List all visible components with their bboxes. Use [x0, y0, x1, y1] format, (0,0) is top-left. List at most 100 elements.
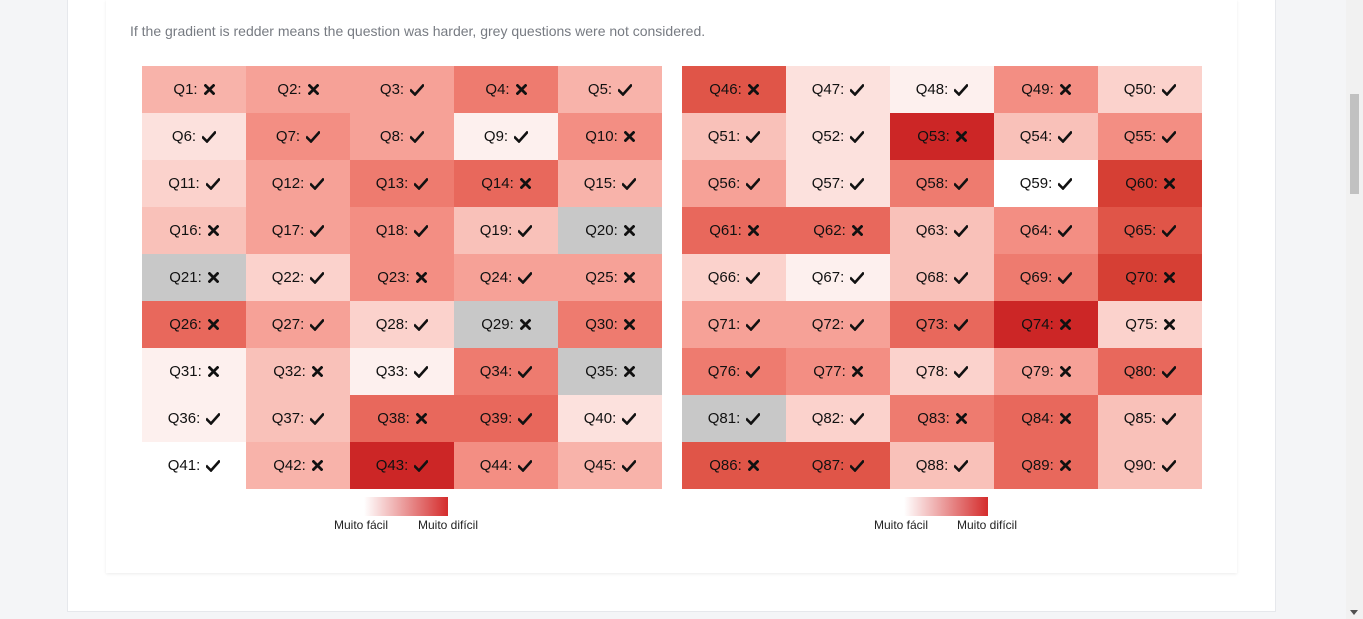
question-cell[interactable]: Q16: [142, 207, 246, 254]
question-cell[interactable]: Q70: [1098, 254, 1202, 301]
question-cell[interactable]: Q84: [994, 395, 1098, 442]
question-cell[interactable]: Q15: [558, 160, 662, 207]
question-cell[interactable]: Q27: [246, 301, 350, 348]
question-cell[interactable]: Q28: [350, 301, 454, 348]
question-cell[interactable]: Q61: [682, 207, 786, 254]
question-cell[interactable]: Q4: [454, 66, 558, 113]
question-cell[interactable]: Q75: [1098, 301, 1202, 348]
question-label: Q72: [811, 316, 845, 333]
question-cell[interactable]: Q1: [142, 66, 246, 113]
question-cell[interactable]: Q82: [786, 395, 890, 442]
question-cell[interactable]: Q32: [246, 348, 350, 395]
question-cell[interactable]: Q22: [246, 254, 350, 301]
question-cell[interactable]: Q86: [682, 442, 786, 489]
question-cell[interactable]: Q35: [558, 348, 662, 395]
question-cell[interactable]: Q81: [682, 395, 786, 442]
question-cell[interactable]: Q36: [142, 395, 246, 442]
question-cell[interactable]: Q2: [246, 66, 350, 113]
question-cell[interactable]: Q38: [350, 395, 454, 442]
question-cell[interactable]: Q34: [454, 348, 558, 395]
scroll-down-arrow-icon[interactable] [1350, 610, 1358, 615]
question-cell[interactable]: Q73: [890, 301, 994, 348]
question-cell[interactable]: Q64: [994, 207, 1098, 254]
question-cell[interactable]: Q85: [1098, 395, 1202, 442]
question-cell[interactable]: Q29: [454, 301, 558, 348]
question-cell[interactable]: Q74: [994, 301, 1098, 348]
question-cell[interactable]: Q57: [786, 160, 890, 207]
question-cell[interactable]: Q24: [454, 254, 558, 301]
check-icon [518, 224, 533, 237]
question-cell[interactable]: Q89: [994, 442, 1098, 489]
question-cell[interactable]: Q44: [454, 442, 558, 489]
cross-icon [311, 366, 323, 377]
question-cell[interactable]: Q71: [682, 301, 786, 348]
question-cell[interactable]: Q50: [1098, 66, 1202, 113]
question-cell[interactable]: Q66: [682, 254, 786, 301]
question-cell[interactable]: Q40: [558, 395, 662, 442]
question-cell[interactable]: Q43: [350, 442, 454, 489]
question-cell[interactable]: Q31: [142, 348, 246, 395]
question-cell[interactable]: Q26: [142, 301, 246, 348]
question-cell[interactable]: Q42: [246, 442, 350, 489]
question-cell[interactable]: Q62: [786, 207, 890, 254]
question-cell[interactable]: Q14: [454, 160, 558, 207]
question-cell[interactable]: Q59: [994, 160, 1098, 207]
question-cell[interactable]: Q54: [994, 113, 1098, 160]
question-cell[interactable]: Q6: [142, 113, 246, 160]
question-cell[interactable]: Q88: [890, 442, 994, 489]
scrollbar-thumb[interactable] [1350, 94, 1359, 194]
question-cell[interactable]: Q3: [350, 66, 454, 113]
question-cell[interactable]: Q90: [1098, 442, 1202, 489]
question-cell[interactable]: Q78: [890, 348, 994, 395]
question-cell[interactable]: Q12: [246, 160, 350, 207]
question-cell[interactable]: Q33: [350, 348, 454, 395]
question-cell[interactable]: Q60: [1098, 160, 1202, 207]
question-label: Q57: [811, 175, 845, 192]
question-cell[interactable]: Q39: [454, 395, 558, 442]
question-cell[interactable]: Q11: [142, 160, 246, 207]
question-cell[interactable]: Q46: [682, 66, 786, 113]
question-cell[interactable]: Q9: [454, 113, 558, 160]
question-cell[interactable]: Q55: [1098, 113, 1202, 160]
question-cell[interactable]: Q17: [246, 207, 350, 254]
question-cell[interactable]: Q68: [890, 254, 994, 301]
question-cell[interactable]: Q80: [1098, 348, 1202, 395]
question-cell[interactable]: Q41: [142, 442, 246, 489]
question-cell[interactable]: Q49: [994, 66, 1098, 113]
question-cell[interactable]: Q5: [558, 66, 662, 113]
question-cell[interactable]: Q37: [246, 395, 350, 442]
question-cell[interactable]: Q83: [890, 395, 994, 442]
question-cell[interactable]: Q13: [350, 160, 454, 207]
question-cell[interactable]: Q87: [786, 442, 890, 489]
question-cell[interactable]: Q77: [786, 348, 890, 395]
question-cell[interactable]: Q76: [682, 348, 786, 395]
vertical-scrollbar[interactable] [1346, 0, 1363, 619]
question-cell[interactable]: Q19: [454, 207, 558, 254]
question-cell[interactable]: Q69: [994, 254, 1098, 301]
question-cell[interactable]: Q51: [682, 113, 786, 160]
question-cell[interactable]: Q25: [558, 254, 662, 301]
question-cell[interactable]: Q30: [558, 301, 662, 348]
question-cell[interactable]: Q48: [890, 66, 994, 113]
question-cell[interactable]: Q23: [350, 254, 454, 301]
question-cell[interactable]: Q10: [558, 113, 662, 160]
question-label: Q77: [813, 363, 846, 380]
question-label: Q32: [273, 363, 306, 380]
question-cell[interactable]: Q67: [786, 254, 890, 301]
question-cell[interactable]: Q63: [890, 207, 994, 254]
cross-icon [851, 366, 863, 377]
question-cell[interactable]: Q45: [558, 442, 662, 489]
question-cell[interactable]: Q56: [682, 160, 786, 207]
question-cell[interactable]: Q58: [890, 160, 994, 207]
question-cell[interactable]: Q18: [350, 207, 454, 254]
question-cell[interactable]: Q72: [786, 301, 890, 348]
question-cell[interactable]: Q47: [786, 66, 890, 113]
question-cell[interactable]: Q52: [786, 113, 890, 160]
question-cell[interactable]: Q79: [994, 348, 1098, 395]
question-cell[interactable]: Q21: [142, 254, 246, 301]
question-cell[interactable]: Q7: [246, 113, 350, 160]
question-cell[interactable]: Q65: [1098, 207, 1202, 254]
question-cell[interactable]: Q53: [890, 113, 994, 160]
question-cell[interactable]: Q8: [350, 113, 454, 160]
question-cell[interactable]: Q20: [558, 207, 662, 254]
